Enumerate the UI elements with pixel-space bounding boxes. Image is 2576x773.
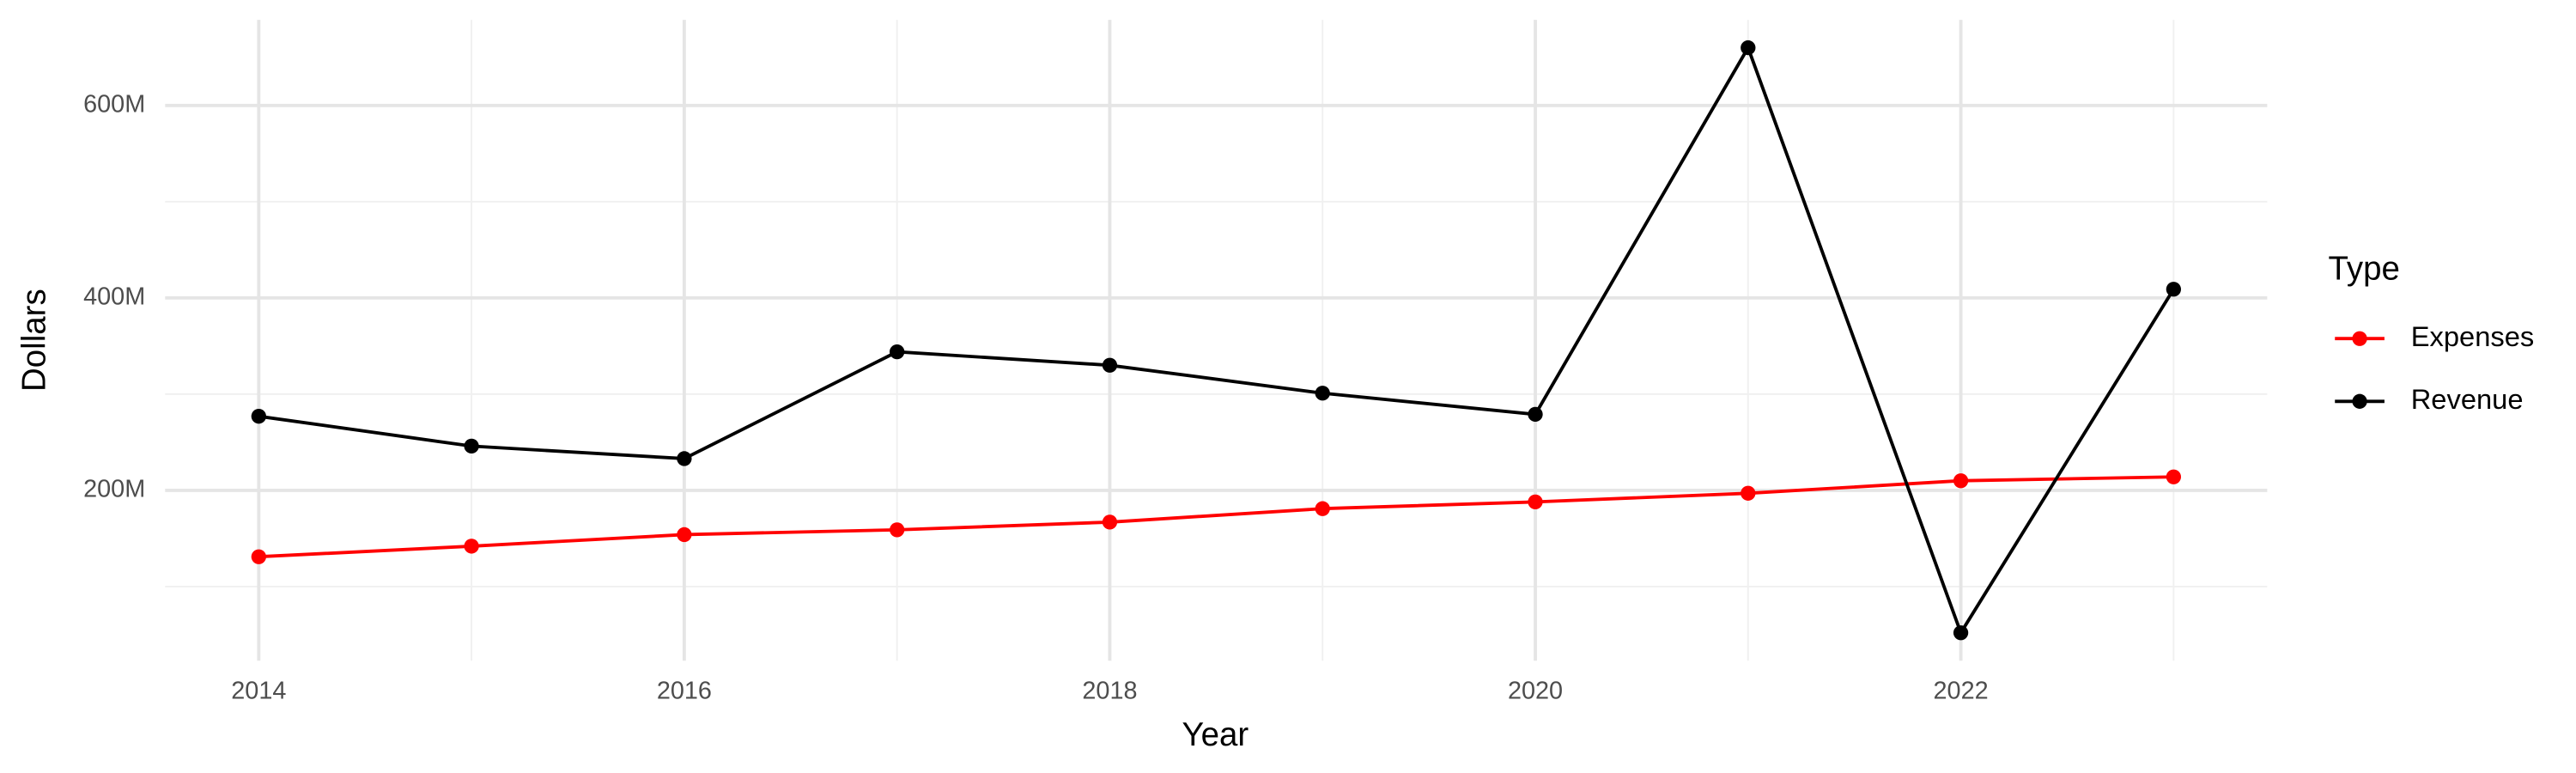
data-point: [890, 344, 905, 360]
x-tick-label: 2022: [1934, 677, 1989, 704]
legend-title: Type: [2329, 251, 2400, 288]
data-point: [1741, 485, 1756, 501]
data-point: [1528, 494, 1543, 510]
y-axis-title: Dollars: [15, 289, 52, 392]
y-tick-label: 400M: [83, 283, 145, 310]
legend-label: Expenses: [2411, 320, 2535, 352]
x-axis-title: Year: [1182, 716, 1249, 753]
data-point: [1528, 406, 1543, 423]
legend-key-point: [2352, 393, 2367, 409]
y-tick-label: 600M: [83, 90, 145, 118]
data-point: [677, 451, 692, 466]
data-point: [890, 522, 905, 538]
data-point: [1102, 514, 1118, 530]
grid: [165, 20, 2268, 661]
data-point: [1953, 473, 1969, 489]
y-tick-label: 200M: [83, 476, 145, 503]
series-line: [258, 44, 2176, 637]
data-point: [677, 526, 692, 543]
data-point: [2166, 282, 2182, 297]
data-point: [1315, 501, 1330, 516]
legend-label: Revenue: [2411, 383, 2524, 415]
data-point: [251, 409, 266, 424]
x-tick-label: 2020: [1508, 677, 1563, 704]
series-line: [258, 475, 2174, 559]
legend-key-point: [2352, 331, 2367, 346]
x-tick-label: 2016: [657, 677, 712, 704]
data-point: [2166, 469, 2182, 484]
data-point: [1315, 386, 1330, 401]
data-point: [464, 539, 479, 554]
x-tick-label: 2018: [1082, 677, 1137, 704]
data-point: [464, 438, 479, 454]
data-point: [1741, 40, 1756, 56]
x-tick-label: 2014: [231, 677, 286, 704]
data-point: [1953, 625, 1969, 641]
data-point: [251, 549, 266, 564]
data-point: [1102, 357, 1118, 373]
